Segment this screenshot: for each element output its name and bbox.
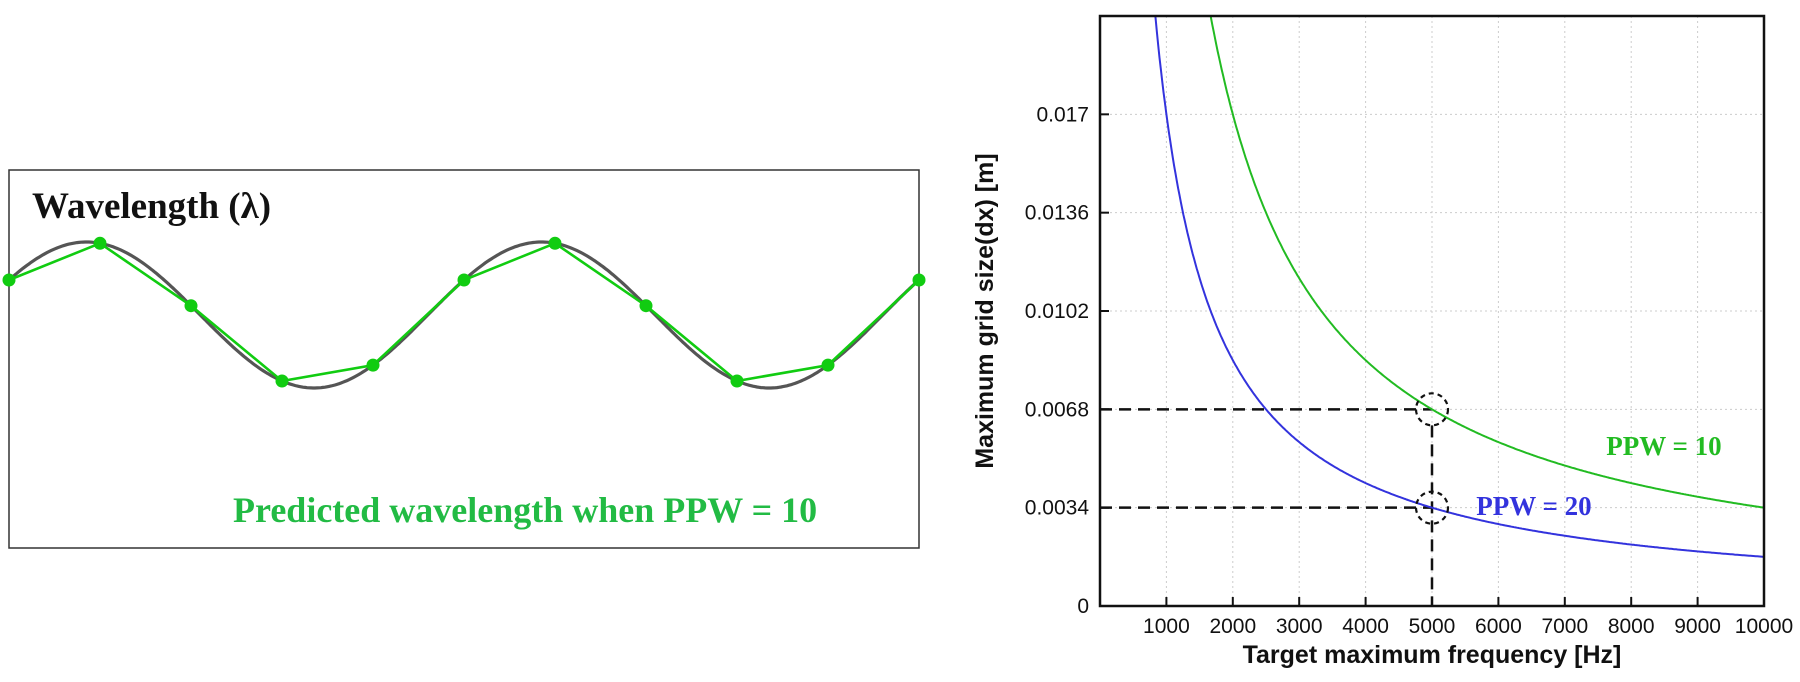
y-tick-label: 0.0034 xyxy=(1025,497,1090,520)
ppw-caption: Predicted wavelength when PPW = 10 xyxy=(233,490,817,530)
annotations xyxy=(1414,392,1450,525)
sample-point-7 xyxy=(548,236,562,250)
y-axis-label: Maximum grid size(dx) [m] xyxy=(971,153,999,468)
wavelength-panel-frame xyxy=(8,169,920,549)
wavelength-panel: Wavelength (λ) Predicted wavelength when… xyxy=(2,169,926,549)
sample-point-10 xyxy=(821,358,835,372)
x-tick-label: 2000 xyxy=(1209,615,1256,638)
sample-point-4 xyxy=(275,374,289,388)
y-tick-label: 0.0102 xyxy=(1025,300,1089,323)
x-tick-label: 6000 xyxy=(1475,615,1522,638)
sample-point-6 xyxy=(457,273,471,287)
sample-point-9 xyxy=(730,374,744,388)
series-label-ppw-10: PPW = 10 xyxy=(1606,431,1721,461)
series-labels: PPW = 10 PPW = 20 xyxy=(1476,431,1721,521)
series-curve-ppw-20 xyxy=(1154,16,1764,558)
y-tick-label: 0.0136 xyxy=(1025,202,1089,225)
y-tick-label: 0.017 xyxy=(1036,103,1089,126)
x-tick-label: 1000 xyxy=(1143,615,1190,638)
sample-point-3 xyxy=(184,299,198,313)
series-label-ppw-20: PPW = 20 xyxy=(1476,491,1591,521)
series-group xyxy=(1154,16,1764,558)
sample-point-5 xyxy=(366,358,380,372)
annotation-circle xyxy=(1414,392,1450,427)
series-curve-ppw-10 xyxy=(1209,16,1764,509)
x-tick-label: 4000 xyxy=(1342,615,1389,638)
x-axis-label: Target maximum frequency [Hz] xyxy=(1243,641,1622,669)
sample-point-8 xyxy=(639,299,653,313)
grid-size-chart: 1000 2000 3000 4000 5000 6000 7000 8000 9000 1000… xyxy=(971,14,1793,669)
x-tick-label: 5000 xyxy=(1409,615,1456,638)
tick-labels: 1000 2000 3000 4000 5000 6000 7000 8000 9000 1000… xyxy=(1025,103,1793,638)
wavelength-title: Wavelength (λ) xyxy=(32,186,271,227)
y-tick-label: 0.0068 xyxy=(1025,398,1089,421)
x-tick-label: 10000 xyxy=(1735,615,1793,638)
annotation-circle xyxy=(1414,490,1450,525)
sample-point-2 xyxy=(93,236,107,250)
x-tick-label: 8000 xyxy=(1608,615,1655,638)
sample-points xyxy=(2,236,926,388)
sample-point-11 xyxy=(912,273,926,287)
sample-point-1 xyxy=(2,273,16,287)
x-tick-label: 7000 xyxy=(1541,615,1588,638)
y-tick-label: 0 xyxy=(1077,595,1089,618)
x-tick-label: 9000 xyxy=(1674,615,1721,638)
x-tick-label: 3000 xyxy=(1276,615,1323,638)
guide-lines xyxy=(1100,408,1434,606)
axis-ticks xyxy=(1100,113,1765,607)
